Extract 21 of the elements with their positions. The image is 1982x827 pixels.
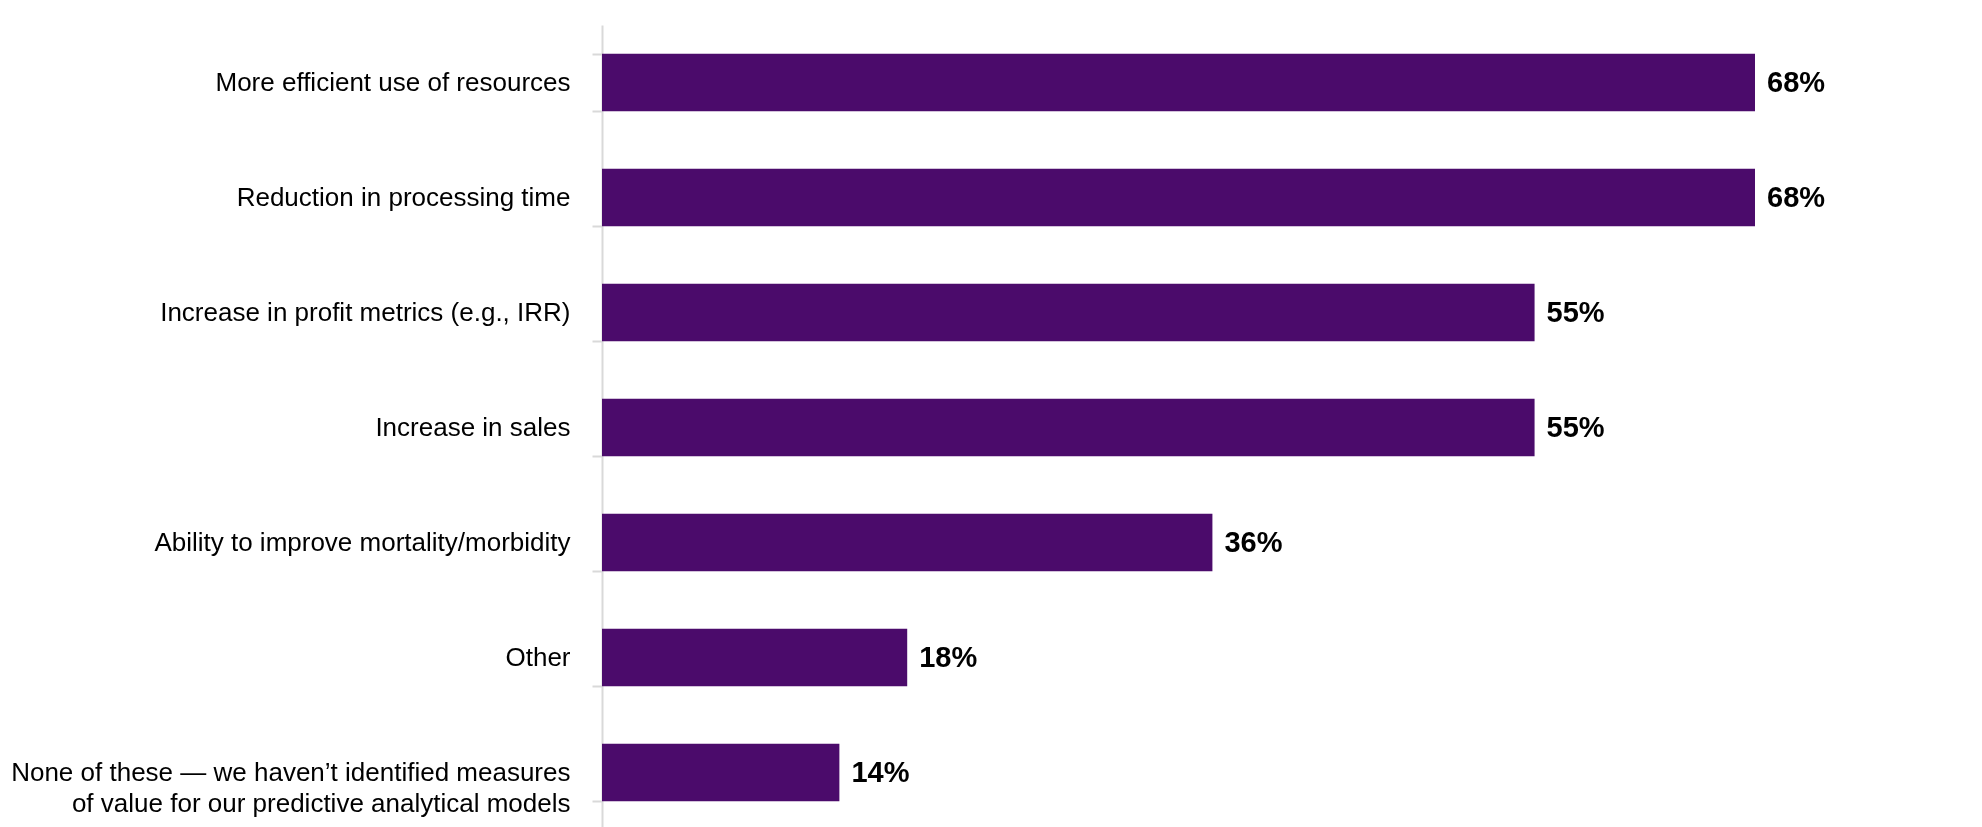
data-label: 14% <box>851 755 910 788</box>
y-tick-label: Ability to improve mortality/morbidity <box>154 527 571 557</box>
y-tick-label: Reduction in processing time <box>236 182 571 212</box>
y-tick-label: None of these — we haven’t identified measures of value for our predictive analytical models <box>11 757 571 818</box>
y-tick-label: More efficient use of resources <box>215 67 571 97</box>
bar <box>602 168 1755 227</box>
data-label: 68% <box>1767 65 1826 98</box>
data-label: 55% <box>1546 410 1605 443</box>
bar <box>602 398 1535 457</box>
y-tick-label: Increase in sales <box>375 412 571 442</box>
y-tick-label: Increase in profit metrics (e.g., IRR) <box>160 297 571 327</box>
data-label: 18% <box>919 640 978 673</box>
data-label: 68% <box>1767 180 1826 213</box>
data-label: 55% <box>1546 295 1605 328</box>
bar <box>602 743 840 802</box>
bar <box>602 283 1535 342</box>
y-tick-label: Other <box>505 642 571 672</box>
bar <box>602 628 908 687</box>
bar <box>602 53 1755 112</box>
data-label: 36% <box>1224 525 1283 558</box>
bar <box>602 513 1213 572</box>
